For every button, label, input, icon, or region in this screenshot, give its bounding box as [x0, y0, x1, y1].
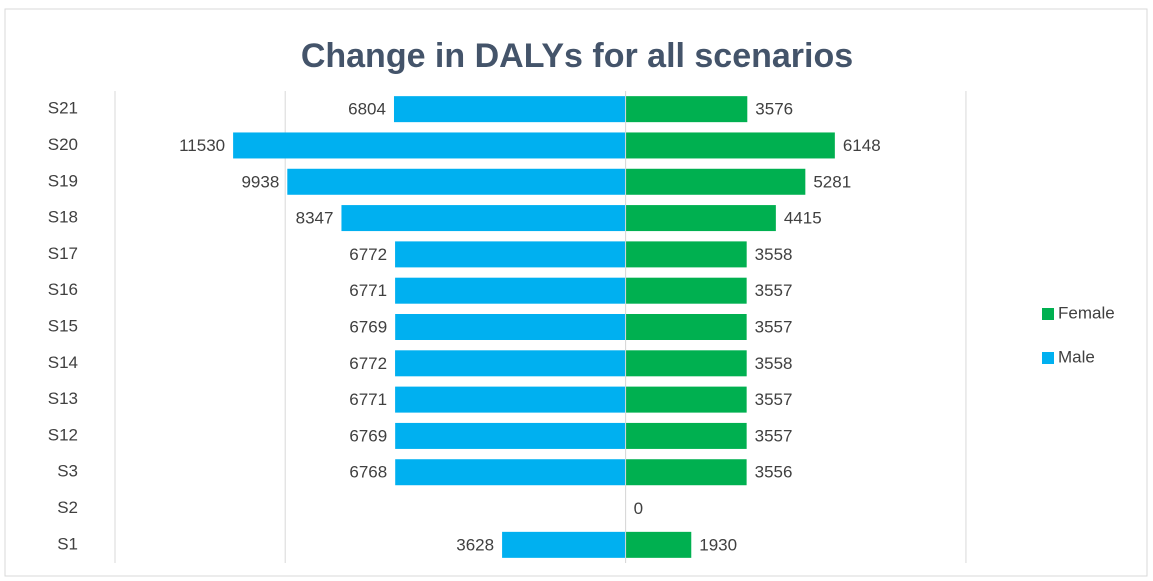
y-tick-label: S3 [57, 462, 78, 481]
data-label: 1930 [699, 535, 737, 554]
y-tick-label: S13 [48, 389, 78, 408]
data-label: 6804 [348, 100, 386, 119]
y-tick-label: S17 [48, 244, 78, 263]
bar [395, 277, 626, 304]
data-label: 6772 [349, 354, 387, 373]
bar [625, 96, 748, 123]
bar [625, 168, 806, 195]
legend-label: Male [1058, 347, 1095, 366]
bar [287, 168, 626, 195]
data-label: 11530 [179, 136, 225, 155]
data-label: 6771 [349, 390, 387, 409]
data-label: 9938 [241, 172, 279, 191]
y-tick-label: S21 [48, 99, 78, 118]
data-label: 4415 [784, 209, 822, 228]
y-tick-label: S14 [48, 353, 78, 372]
bar [625, 459, 747, 486]
data-label: 3557 [755, 426, 793, 445]
bar [341, 205, 626, 232]
legend-label: Female [1058, 303, 1115, 322]
data-label: 3557 [755, 390, 793, 409]
data-label: 3628 [456, 535, 494, 554]
data-label: 3557 [755, 281, 793, 300]
data-label: 3558 [755, 245, 793, 264]
bar [625, 531, 692, 558]
data-label: 3558 [755, 354, 793, 373]
bar [625, 422, 747, 449]
bar [625, 277, 747, 304]
bar [625, 314, 747, 340]
data-label: 6148 [843, 136, 881, 155]
bar [393, 96, 626, 123]
bar [395, 314, 626, 340]
legend-swatch [1042, 308, 1054, 320]
bar [625, 386, 747, 413]
data-label: 6772 [349, 245, 387, 264]
y-tick-label: S19 [48, 171, 78, 190]
bar [395, 350, 626, 377]
y-tick-label: S15 [48, 316, 78, 335]
bar [395, 459, 626, 486]
bar [395, 241, 626, 268]
bar [395, 386, 626, 413]
data-label: 6769 [349, 426, 387, 445]
y-tick-label: S2 [57, 498, 78, 517]
y-tick-label: S12 [48, 425, 78, 444]
bar [233, 132, 626, 159]
bar [625, 241, 747, 268]
data-label: 3576 [755, 100, 793, 119]
data-label: 5281 [813, 172, 851, 191]
y-tick-label: S16 [48, 280, 78, 299]
y-tick-label: S18 [48, 208, 78, 227]
data-label: 8347 [296, 209, 334, 228]
data-label: 6769 [349, 317, 387, 336]
data-label: 6771 [349, 281, 387, 300]
bar [502, 531, 626, 558]
bar [395, 422, 626, 449]
data-label: 3557 [755, 317, 793, 336]
data-label: 6768 [349, 463, 387, 482]
y-tick-label: S1 [57, 534, 78, 553]
legend-swatch [1042, 352, 1054, 364]
bar [625, 350, 747, 377]
data-label: 0 [634, 499, 643, 518]
data-label: 3556 [755, 463, 793, 482]
bar [625, 205, 776, 232]
y-tick-label: S20 [48, 135, 78, 154]
chart-title: Change in DALYs for all scenarios [301, 37, 853, 75]
bar [625, 132, 835, 159]
